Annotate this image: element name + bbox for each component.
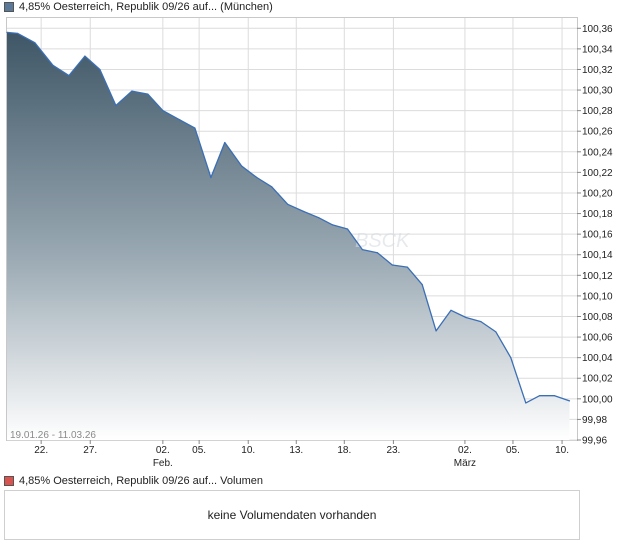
- y-tick-label: 100,22: [582, 168, 613, 179]
- x-tick-label: 10.: [555, 445, 569, 456]
- y-tick-label: 100,32: [582, 65, 613, 76]
- y-tick-label: 100,08: [582, 312, 613, 323]
- y-tick-label: 100,00: [582, 394, 613, 405]
- price-point: [84, 55, 86, 57]
- price-point: [510, 357, 512, 359]
- x-tick-label: 10.: [241, 445, 255, 456]
- price-point: [553, 395, 556, 397]
- price-point: [271, 186, 273, 188]
- price-point: [495, 331, 497, 333]
- price-point: [331, 224, 334, 226]
- price-chart: BSCK 100,36 100,34 100,32 100,30 100,28 100,2…: [6, 17, 613, 469]
- y-tick-label: 100,04: [582, 353, 613, 364]
- legend-volume: 4,85% Oesterreich, Republik 09/26 auf...…: [4, 474, 263, 488]
- price-point: [450, 309, 452, 311]
- x-tick-label: 02.: [156, 445, 170, 456]
- x-tick-label: 13.: [289, 445, 303, 456]
- price-point: [361, 248, 364, 251]
- y-tick-label: 100,34: [582, 44, 613, 55]
- legend-label-price: 4,85% Oesterreich, Republik 09/26 auf...…: [19, 1, 273, 13]
- price-point: [34, 42, 36, 44]
- y-tick-label: 100,18: [582, 209, 613, 220]
- legend-label-volume: 4,85% Oesterreich, Republik 09/26 auf...…: [19, 475, 263, 487]
- x-tick-month-label: März: [454, 458, 476, 469]
- y-tick-label: 100,26: [582, 127, 613, 138]
- volume-panel: keine Volumendaten vorhanden: [4, 490, 580, 540]
- x-tick-month-label: Feb.: [153, 458, 173, 469]
- y-tick-label: 100,12: [582, 271, 613, 282]
- price-point: [179, 119, 181, 121]
- y-tick-label: 100,02: [582, 374, 613, 385]
- y-tick-label: 100,10: [582, 291, 613, 302]
- price-point: [115, 104, 117, 107]
- x-axis-ticks: 22. 27. 02. Feb. 05. 10. 13. 18. 23. 02. März 05. 10…: [34, 440, 569, 469]
- y-tick-label: 100,30: [582, 86, 613, 97]
- price-point: [568, 400, 571, 402]
- price-point: [346, 228, 349, 230]
- legend-swatch-price: [4, 2, 14, 12]
- x-tick-label: 22.: [34, 445, 48, 456]
- y-axis-ticks: 100,36 100,34 100,32 100,30 100,28 100,26 100,…: [577, 24, 613, 447]
- x-tick-label: 27.: [83, 445, 97, 456]
- y-tick-label: 99,96: [582, 436, 607, 447]
- x-tick-label: 02.: [458, 445, 472, 456]
- x-tick-label: 18.: [337, 445, 351, 456]
- y-tick-label: 100,20: [582, 188, 613, 199]
- price-point: [224, 141, 226, 144]
- price-point: [435, 330, 437, 332]
- price-point: [525, 402, 527, 404]
- y-tick-label: 100,28: [582, 106, 613, 117]
- y-tick-label: 100,16: [582, 230, 613, 241]
- price-point: [241, 165, 243, 167]
- y-tick-label: 99,98: [582, 415, 607, 426]
- price-point: [391, 264, 393, 266]
- price-point: [17, 32, 19, 35]
- price-point: [406, 266, 408, 268]
- price-point: [68, 75, 70, 77]
- price-point: [99, 68, 101, 71]
- price-point: [480, 321, 482, 323]
- price-point: [194, 127, 196, 129]
- watermark: BSCK: [355, 230, 411, 252]
- price-point: [303, 210, 305, 213]
- y-tick-label: 100,36: [582, 24, 613, 35]
- price-point: [147, 93, 149, 95]
- x-tick-label: 23.: [386, 445, 400, 456]
- price-point: [287, 203, 289, 205]
- price-point: [256, 176, 258, 179]
- price-point: [210, 176, 212, 179]
- legend-price: 4,85% Oesterreich, Republik 09/26 auf...…: [4, 0, 273, 14]
- price-point: [465, 316, 467, 319]
- series-line: [6, 31, 571, 404]
- legend-swatch-volume: [4, 476, 14, 486]
- price-point: [318, 217, 320, 219]
- y-tick-label: 100,06: [582, 333, 613, 344]
- x-tick-label: 05.: [192, 445, 206, 456]
- price-line: [6, 31, 570, 404]
- x-tick-label: 05.: [506, 445, 520, 456]
- price-point: [131, 90, 133, 92]
- price-point: [6, 31, 8, 34]
- price-point: [539, 395, 541, 397]
- area-fill: [7, 32, 570, 441]
- volume-message: keine Volumendaten vorhanden: [207, 508, 377, 522]
- y-tick-label: 100,24: [582, 147, 613, 158]
- price-point: [376, 252, 378, 254]
- date-range: 19.01.26 - 11.03.26: [10, 430, 96, 441]
- price-point: [52, 64, 54, 66]
- price-point: [421, 283, 423, 286]
- price-point: [162, 110, 164, 112]
- y-tick-label: 100,14: [582, 250, 613, 261]
- series-area: [7, 32, 570, 441]
